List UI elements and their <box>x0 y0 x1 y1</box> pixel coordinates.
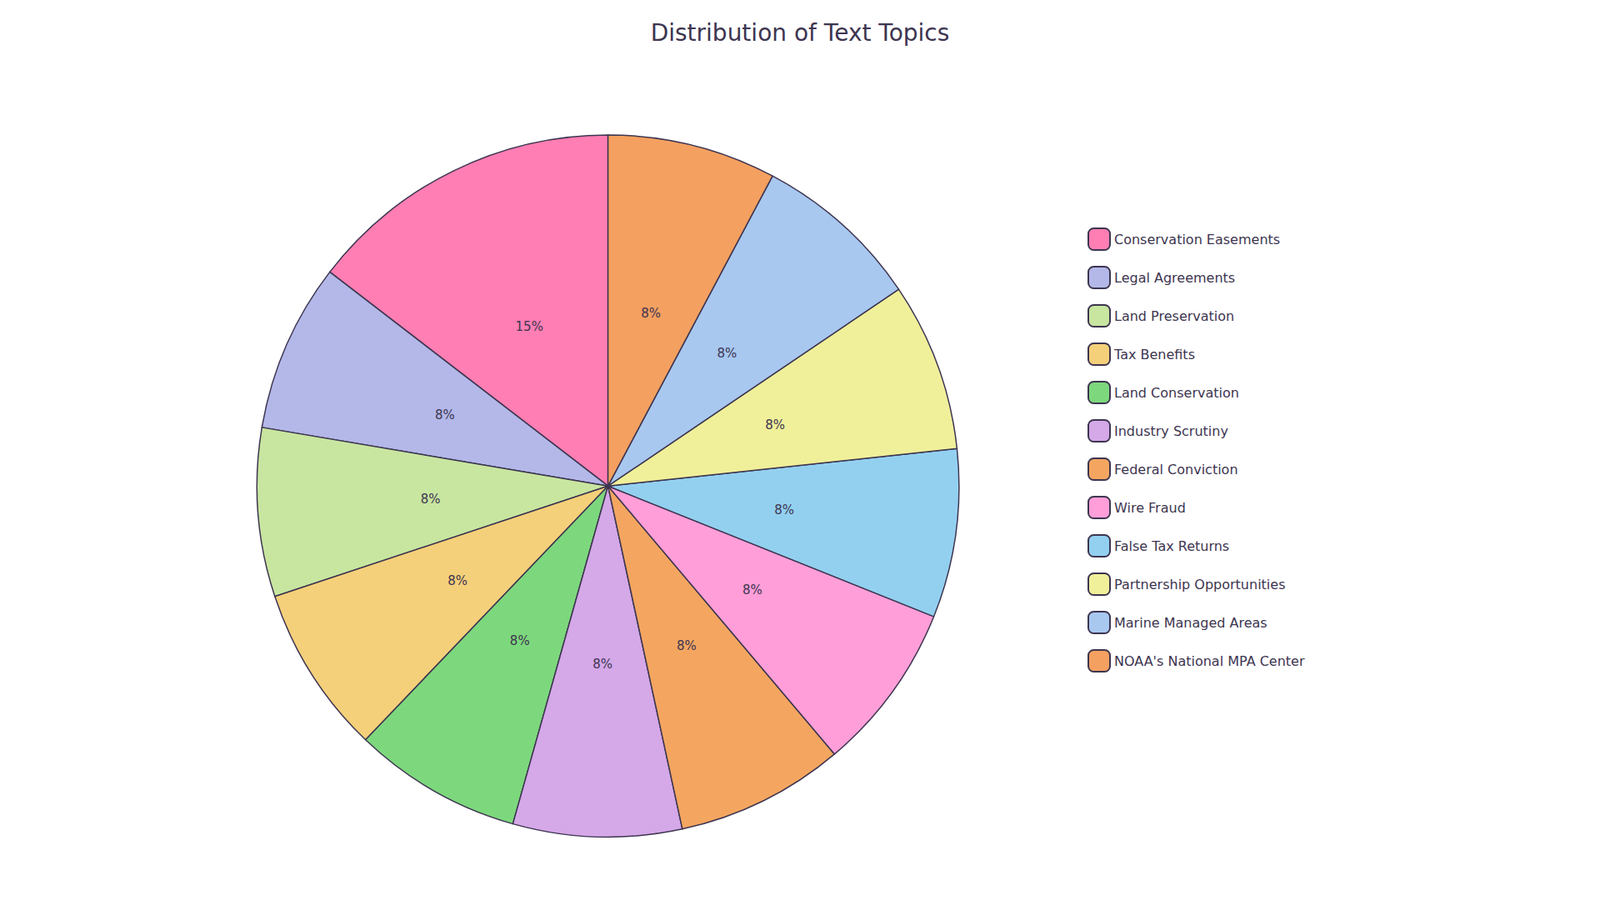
svg-text:8%: 8% <box>742 582 763 598</box>
svg-text:8%: 8% <box>765 417 785 433</box>
svg-text:Land Preservation: Land Preservation <box>1114 308 1235 325</box>
svg-text:Wire Fraud: Wire Fraud <box>1114 500 1186 516</box>
svg-text:8%: 8% <box>510 633 530 649</box>
svg-text:Conservation Easements: Conservation Easements <box>1114 231 1280 248</box>
svg-text:Distribution of Text Topics: Distribution of Text Topics <box>650 19 950 47</box>
svg-text:Industry Scrutiny: Industry Scrutiny <box>1114 423 1229 440</box>
svg-text:8%: 8% <box>447 573 468 589</box>
svg-text:False Tax Returns: False Tax Returns <box>1114 538 1230 555</box>
svg-text:Federal Conviction: Federal Conviction <box>1114 461 1239 478</box>
svg-text:Legal Agreements: Legal Agreements <box>1114 270 1235 286</box>
svg-text:15%: 15% <box>515 319 544 335</box>
svg-text:8%: 8% <box>420 491 441 507</box>
svg-text:Tax Benefits: Tax Benefits <box>1113 346 1195 363</box>
svg-text:8%: 8% <box>640 305 661 321</box>
svg-text:Partnership Opportunities: Partnership Opportunities <box>1114 576 1285 593</box>
svg-text:8%: 8% <box>716 345 737 361</box>
svg-text:8%: 8% <box>435 407 455 423</box>
svg-text:Land Conservation: Land Conservation <box>1114 385 1240 401</box>
svg-text:NOAA's National MPA Center: NOAA's National MPA Center <box>1114 653 1305 670</box>
svg-text:8%: 8% <box>592 656 613 672</box>
svg-text:8%: 8% <box>676 638 697 654</box>
svg-text:Marine Managed Areas: Marine Managed Areas <box>1114 615 1268 631</box>
svg-text:8%: 8% <box>774 502 795 518</box>
